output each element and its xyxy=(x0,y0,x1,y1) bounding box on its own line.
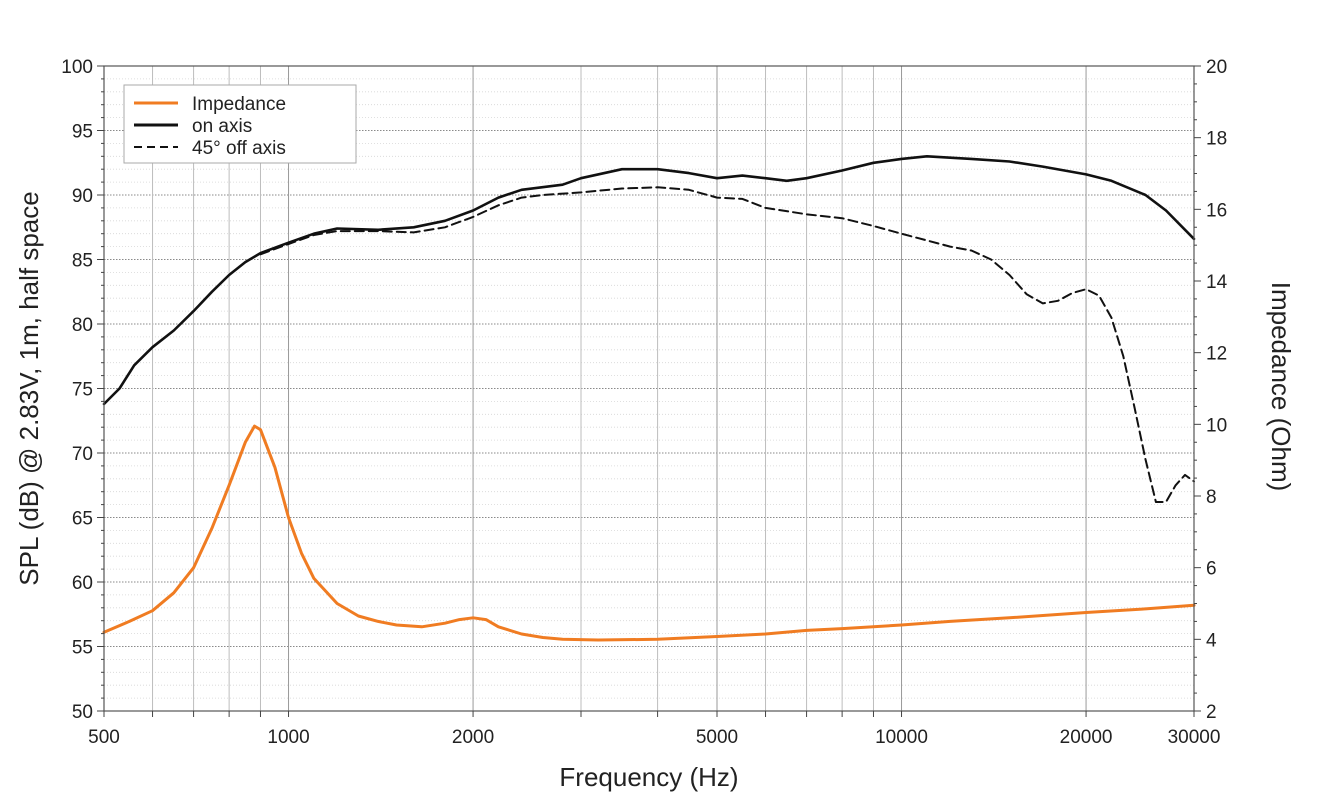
y2-tick-label: 8 xyxy=(1206,487,1217,508)
y2-axis-title: Impedance (Ohm) xyxy=(1266,282,1296,492)
y-tick-label: 80 xyxy=(72,315,93,336)
y-tick-label: 60 xyxy=(72,573,93,594)
y2-tick-label: 20 xyxy=(1206,57,1227,78)
y-tick-label: 100 xyxy=(61,57,93,78)
y2-tick-label: 10 xyxy=(1206,415,1227,436)
series-line-45-off-axis xyxy=(259,186,1195,503)
y-tick-label: 50 xyxy=(72,702,93,723)
x-axis-title: Frequency (Hz) xyxy=(559,762,738,792)
y2-tick-label: 4 xyxy=(1206,630,1217,651)
legend-label-impedance: Impedance xyxy=(192,94,286,115)
y2-tick-label: 16 xyxy=(1206,200,1227,221)
series-group xyxy=(102,155,1196,642)
x-tick-label: 20000 xyxy=(1060,727,1113,748)
series-line-impedance xyxy=(102,424,1196,642)
y-tick-label: 85 xyxy=(72,251,93,272)
x-tick-label: 2000 xyxy=(452,727,494,748)
y-tick-label: 70 xyxy=(72,444,93,465)
legend-label-45-off-axis: 45° off axis xyxy=(192,138,286,159)
y2-tick-label: 2 xyxy=(1206,702,1217,723)
x-tick-label: 10000 xyxy=(875,727,928,748)
y-tick-label: 95 xyxy=(72,122,93,143)
y2-tick-label: 12 xyxy=(1206,344,1227,365)
x-tick-label: 1000 xyxy=(267,727,309,748)
y-tick-label: 55 xyxy=(72,638,93,659)
y2-tick-label: 6 xyxy=(1206,559,1217,580)
legend-label-on-axis: on axis xyxy=(192,116,252,137)
grid xyxy=(104,66,1194,711)
y2-tick-label: 18 xyxy=(1206,129,1227,150)
y-tick-label: 65 xyxy=(72,509,93,530)
y-tick-label: 75 xyxy=(72,380,93,401)
axis-ticks xyxy=(97,65,1201,717)
x-tick-label: 500 xyxy=(88,727,120,748)
series-line-on-axis xyxy=(102,155,1196,406)
y-axis-title: SPL (dB) @ 2.83V, 1m, half space xyxy=(14,191,44,585)
y-tick-label: 90 xyxy=(72,186,93,207)
x-tick-label: 30000 xyxy=(1168,727,1221,748)
x-tick-label: 5000 xyxy=(696,727,738,748)
tick-labels: 50 55 60 65 70 75 80 85 90 95 100 2 4 6 8 10 12 14 16 18 20 5… xyxy=(61,57,1227,748)
legend: Impedance on axis 45° off axis xyxy=(123,84,357,164)
y2-tick-label: 14 xyxy=(1206,272,1228,293)
